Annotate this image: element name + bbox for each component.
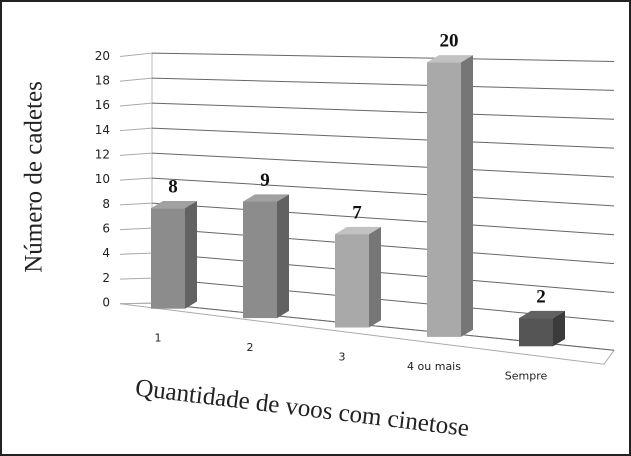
value-label: 2	[536, 286, 546, 307]
grid-line-side	[119, 227, 153, 231]
grid-line-side	[119, 252, 153, 255]
y-tick-label: 10	[95, 172, 110, 186]
bar-top	[335, 226, 381, 235]
x-tick-label: Sempre	[505, 369, 548, 382]
bar	[427, 62, 461, 337]
x-tick-label: 4 ou mais	[407, 360, 461, 373]
x-tick-label: 3	[339, 351, 346, 364]
y-tick-label: 8	[102, 197, 110, 211]
bar-side	[553, 310, 565, 347]
y-tick-label: 6	[102, 221, 110, 235]
grid-line	[151, 152, 615, 178]
value-label: 9	[260, 170, 270, 191]
grid-line	[151, 227, 615, 265]
x-tick-label: 1	[155, 332, 162, 345]
grid-line-side	[119, 202, 153, 206]
bar-top	[427, 55, 473, 63]
grid-line	[151, 102, 615, 120]
grid-line-side	[119, 52, 153, 57]
bar	[151, 208, 185, 309]
grid-line	[151, 202, 615, 236]
bar-side	[277, 194, 289, 319]
grid-line-side	[119, 77, 153, 82]
grid-line	[151, 177, 615, 207]
bar	[519, 318, 553, 347]
value-label: 20	[440, 31, 459, 52]
grid-line	[151, 127, 615, 149]
y-axis-label: Número de cadetes	[21, 81, 48, 273]
y-tick-label: 0	[102, 295, 110, 309]
grid-line-side	[119, 152, 153, 156]
grid-line	[151, 52, 615, 62]
y-tick-label: 2	[102, 271, 110, 285]
y-tick-label: 12	[95, 147, 110, 161]
grid-line-side	[119, 177, 153, 181]
y-tick-label: 16	[95, 98, 110, 112]
bar-side	[461, 55, 473, 337]
grid-line-side	[119, 277, 153, 280]
y-tick-label: 20	[95, 49, 110, 63]
y-tick-label: 4	[102, 246, 110, 260]
bar-top	[243, 194, 289, 202]
grid-line-side	[119, 302, 153, 305]
y-tick-label: 18	[95, 74, 110, 88]
value-label: 8	[168, 177, 178, 198]
grid-line-side	[119, 102, 153, 107]
bar-side	[369, 226, 381, 328]
bar	[243, 201, 277, 319]
bar-top	[151, 200, 197, 209]
x-axis-label: Quantidade de voos com cinetose	[134, 374, 471, 442]
grid-line	[151, 252, 615, 294]
grid-line	[151, 77, 615, 91]
value-label: 7	[352, 202, 362, 223]
grid-line-side	[119, 127, 153, 132]
bar-top	[519, 310, 565, 319]
bar	[335, 234, 369, 328]
bar-side	[185, 200, 197, 309]
y-tick-label: 14	[95, 123, 110, 137]
x-tick-label: 2	[247, 341, 254, 354]
